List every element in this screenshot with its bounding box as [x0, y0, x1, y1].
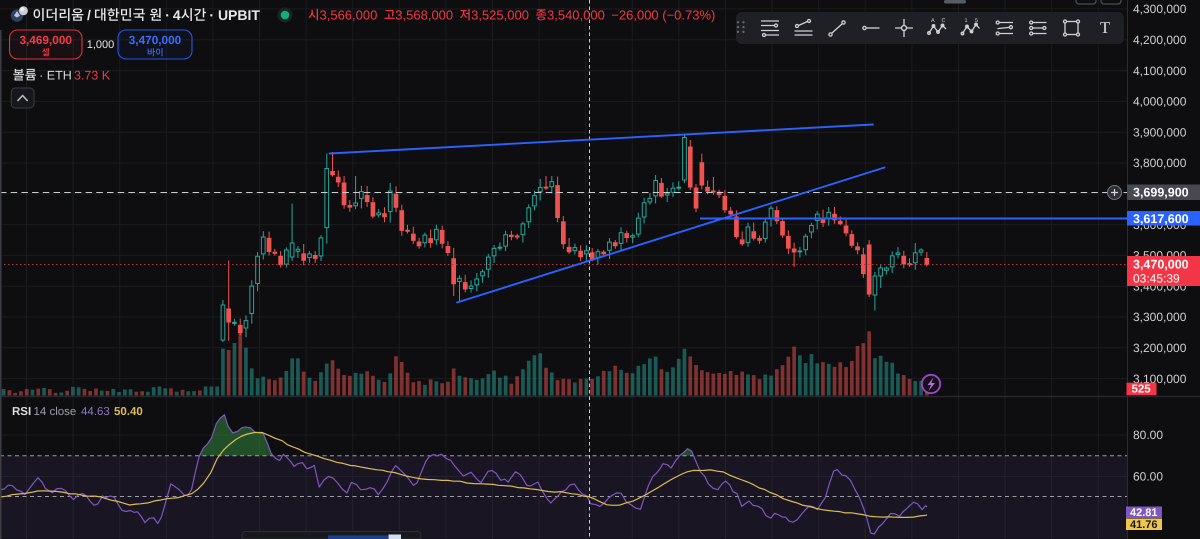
svg-text:03:45:39: 03:45:39	[1133, 272, 1180, 286]
svg-text:3,699,900: 3,699,900	[1133, 186, 1189, 200]
svg-text:4,000,000: 4,000,000	[1133, 95, 1187, 109]
svg-text:1: 1	[965, 18, 968, 24]
svg-text:44.63: 44.63	[81, 406, 110, 418]
svg-text:14 close: 14 close	[34, 406, 77, 418]
svg-text:· UPBIT: · UPBIT	[209, 7, 260, 23]
svg-text:3,800,000: 3,800,000	[1133, 156, 1187, 170]
svg-text:4,300,000: 4,300,000	[1133, 2, 1187, 16]
svg-text:RSI: RSI	[12, 406, 31, 418]
svg-text:·: ·	[165, 7, 170, 23]
svg-text:42.81: 42.81	[1130, 507, 1158, 519]
svg-text:3,568,000: 3,568,000	[395, 7, 453, 22]
svg-text:80.00: 80.00	[1133, 428, 1163, 442]
svg-text:4,100,000: 4,100,000	[1133, 64, 1187, 78]
svg-text:3,617,600: 3,617,600	[1133, 212, 1189, 226]
svg-text:3,470,000: 3,470,000	[1133, 258, 1189, 272]
svg-text:3,300,000: 3,300,000	[1133, 310, 1187, 324]
svg-text:41.76: 41.76	[1130, 519, 1158, 531]
svg-text:3,900,000: 3,900,000	[1133, 125, 1187, 139]
svg-text:A: A	[931, 18, 935, 24]
svg-text:60.00: 60.00	[1133, 470, 1163, 484]
svg-text:3,469,000: 3,469,000	[19, 33, 72, 47]
svg-text:3,470,000: 3,470,000	[129, 33, 182, 47]
svg-text:3,566,000: 3,566,000	[320, 7, 378, 22]
svg-text:3.73 K: 3.73 K	[74, 69, 111, 83]
svg-text:/: /	[87, 7, 91, 23]
svg-text:3,100,000: 3,100,000	[1133, 372, 1187, 386]
svg-text:T: T	[1100, 18, 1110, 37]
svg-text:−26,000 (−0.73%): −26,000 (−0.73%)	[611, 7, 715, 22]
svg-text:525: 525	[1132, 384, 1152, 396]
svg-text:· ETH: · ETH	[39, 69, 72, 83]
svg-text:3,525,000: 3,525,000	[471, 7, 529, 22]
svg-text:1,000: 1,000	[87, 39, 115, 51]
svg-text:4,200,000: 4,200,000	[1133, 33, 1187, 47]
svg-text:C: C	[942, 18, 946, 24]
svg-text:5: 5	[975, 18, 978, 24]
svg-text:3,540,000: 3,540,000	[547, 7, 605, 22]
svg-text:3,200,000: 3,200,000	[1133, 341, 1187, 355]
svg-text:50.40: 50.40	[114, 406, 143, 418]
svg-text:4: 4	[173, 7, 181, 23]
